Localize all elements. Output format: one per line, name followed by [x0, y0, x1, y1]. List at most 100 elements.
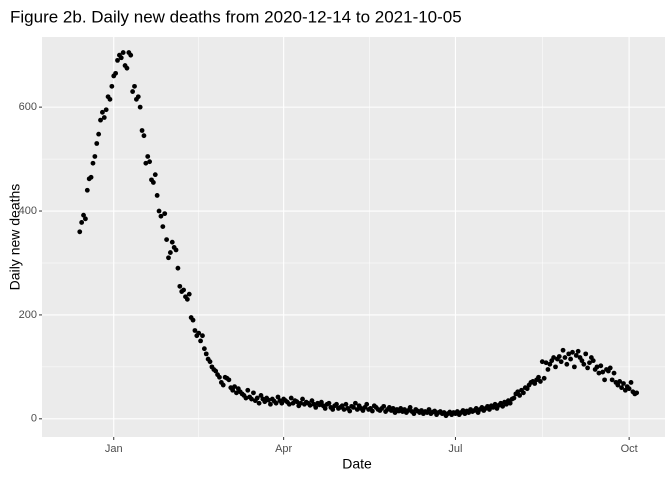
data-point — [156, 208, 162, 214]
data-point — [145, 154, 151, 159]
data-point — [256, 400, 262, 406]
x-axis-label: Date — [342, 456, 372, 472]
data-point — [84, 187, 90, 193]
data-point — [137, 104, 143, 110]
x-tick-label: Jul — [448, 443, 462, 455]
data-point — [341, 407, 347, 412]
data-point — [390, 406, 396, 411]
data-point — [568, 356, 574, 362]
data-point — [150, 180, 156, 185]
data-point — [251, 390, 256, 396]
data-point — [101, 115, 107, 120]
data-point — [585, 365, 590, 371]
data-point — [124, 65, 130, 71]
data-point — [628, 380, 634, 385]
data-point — [594, 364, 600, 370]
data-point — [203, 351, 209, 357]
data-point — [200, 333, 205, 339]
data-point — [551, 355, 557, 360]
data-point — [381, 403, 387, 409]
data-point — [611, 370, 617, 376]
data-point — [473, 406, 479, 411]
data-point — [262, 399, 268, 405]
data-point — [351, 404, 356, 410]
x-tick-label: Apr — [275, 443, 292, 455]
data-point — [411, 411, 417, 417]
data-point — [545, 367, 551, 372]
data-point — [343, 401, 349, 407]
data-point — [511, 395, 517, 401]
data-point — [135, 94, 141, 100]
data-point — [500, 403, 506, 409]
data-point — [575, 348, 581, 354]
data-point — [243, 395, 249, 401]
data-point — [322, 406, 328, 411]
data-point — [190, 317, 196, 323]
data-point — [96, 131, 102, 137]
data-point — [532, 381, 538, 386]
data-point — [94, 141, 100, 146]
data-point — [184, 296, 190, 302]
data-point — [566, 351, 572, 357]
data-point — [217, 374, 222, 380]
y-tick-label: 0 — [31, 413, 37, 425]
data-point — [181, 287, 186, 293]
data-point — [196, 330, 202, 336]
data-point — [298, 400, 304, 406]
data-point — [83, 216, 88, 222]
data-point — [192, 328, 198, 333]
data-point — [369, 408, 375, 414]
data-point — [536, 374, 541, 380]
data-point — [234, 390, 239, 396]
data-point — [543, 360, 549, 366]
data-point — [622, 387, 628, 393]
data-point — [560, 347, 566, 353]
data-point — [587, 360, 592, 366]
data-point — [541, 375, 547, 381]
y-tick-label: 600 — [19, 101, 37, 113]
data-point — [579, 358, 585, 364]
data-point — [581, 361, 587, 367]
data-point — [118, 55, 124, 61]
data-point — [77, 229, 83, 235]
data-point — [177, 283, 183, 289]
data-point — [268, 401, 273, 407]
data-point — [326, 400, 332, 406]
data-point — [175, 265, 181, 271]
data-point — [364, 401, 370, 407]
data-point — [504, 401, 509, 407]
data-point — [164, 237, 170, 242]
data-point — [100, 109, 105, 115]
data-point — [634, 390, 640, 396]
data-point — [300, 396, 305, 402]
data-point — [294, 399, 300, 405]
data-point — [524, 386, 530, 392]
data-point — [609, 377, 615, 383]
data-point — [167, 250, 173, 255]
x-tick-label: Oct — [621, 443, 638, 455]
data-point — [220, 382, 226, 388]
data-point — [571, 364, 577, 370]
data-point — [249, 396, 254, 402]
data-point — [201, 346, 207, 352]
data-point — [98, 117, 103, 123]
data-point — [313, 404, 319, 410]
data-point — [79, 220, 85, 225]
data-point — [107, 96, 113, 102]
data-point — [553, 364, 558, 370]
y-tick-label: 200 — [19, 309, 37, 321]
data-point — [507, 400, 513, 406]
chart-title: Figure 2b. Daily new deaths from 2020-12… — [10, 7, 462, 26]
data-point — [330, 407, 336, 412]
data-point — [81, 212, 86, 218]
data-point — [309, 398, 315, 404]
data-point — [600, 369, 606, 375]
data-point — [339, 403, 345, 409]
data-point — [621, 381, 626, 386]
data-point — [347, 408, 353, 414]
data-point — [564, 361, 570, 367]
data-point — [515, 389, 521, 395]
data-point — [626, 386, 632, 392]
data-point — [538, 379, 543, 384]
